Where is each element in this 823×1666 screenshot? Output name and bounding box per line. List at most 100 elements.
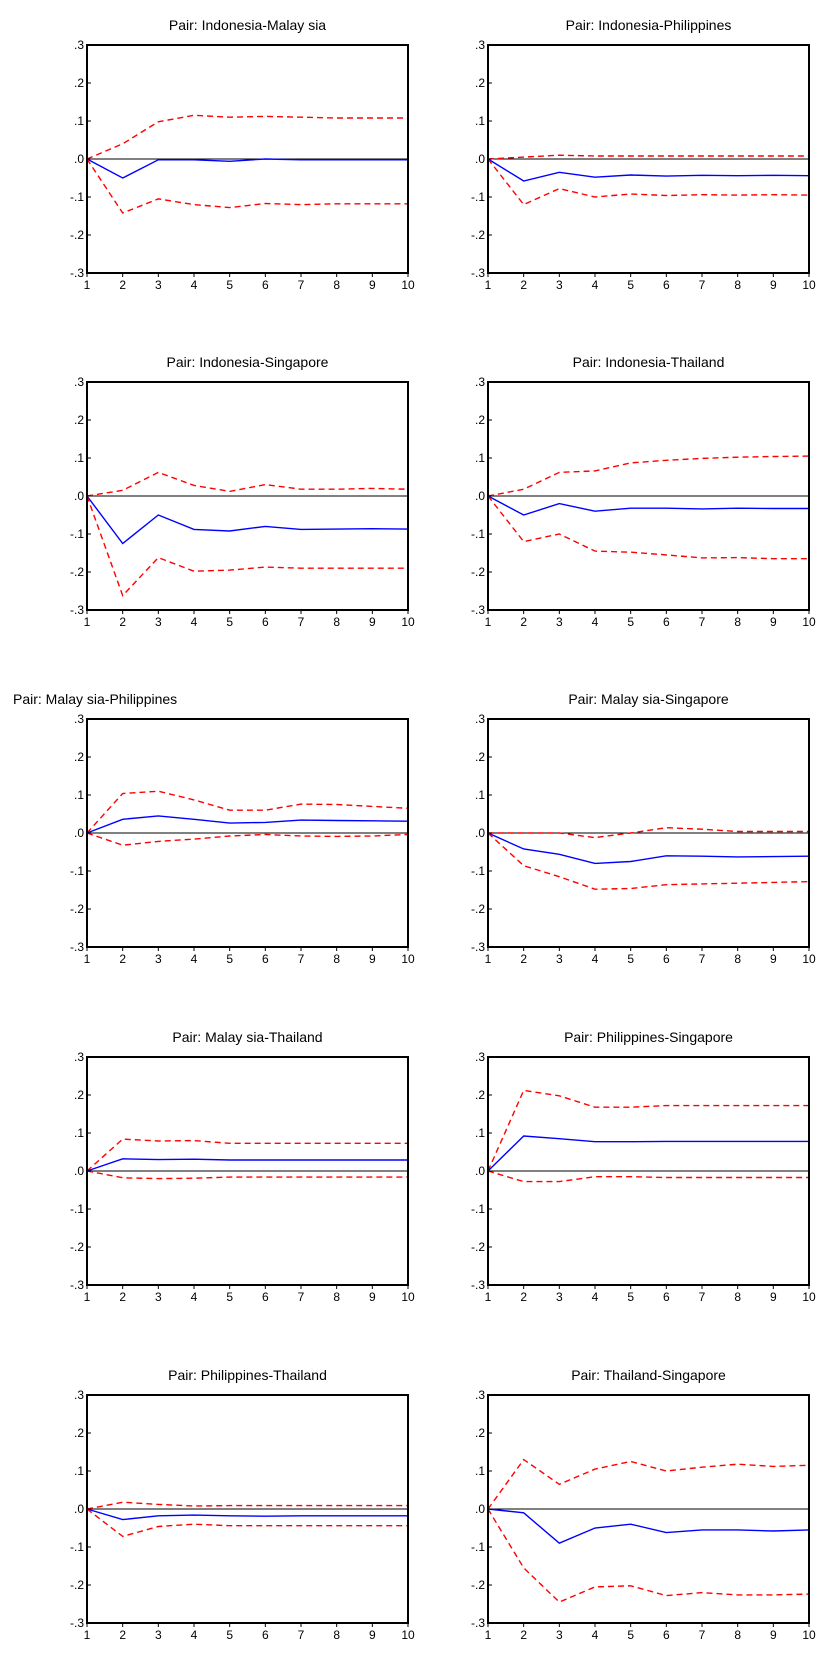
x-tick-label: 10: [401, 278, 415, 292]
y-tick-label: .1: [74, 1464, 84, 1478]
chart-title: Pair: Indonesia-Malay sia: [169, 17, 326, 33]
chart-title: Pair: Malay sia-Thailand: [172, 1029, 322, 1045]
y-tick-label: .3: [475, 1050, 485, 1064]
y-tick-label: .1: [74, 1126, 84, 1140]
x-tick-label: 2: [520, 1628, 527, 1642]
x-tick-label: 1: [84, 1290, 91, 1304]
x-tick-label: 8: [734, 615, 741, 629]
x-tick-label: 2: [119, 952, 126, 966]
x-tick-label: 9: [369, 1628, 376, 1642]
x-tick-label: 10: [401, 1290, 415, 1304]
series-estimate-line: [86, 1158, 408, 1172]
y-tick-label: .3: [74, 1388, 84, 1402]
x-tick-label: 3: [556, 1290, 563, 1304]
x-tick-label: 1: [485, 1290, 492, 1304]
x-tick-label: 8: [333, 1628, 340, 1642]
y-tick-label: .3: [475, 712, 485, 726]
chart-title: Pair: Indonesia-Philippines: [566, 17, 732, 33]
x-tick-label: 1: [485, 952, 492, 966]
x-tick-label: 7: [699, 615, 706, 629]
series-estimate-line: [86, 158, 408, 179]
x-tick-label: 10: [802, 615, 816, 629]
x-tick-label: 1: [84, 278, 91, 292]
x-tick-label: 6: [663, 1628, 670, 1642]
x-tick-label: 5: [226, 278, 233, 292]
y-tick-label: .1: [475, 1464, 485, 1478]
series-upper-line: [487, 1458, 810, 1510]
x-tick-label: 10: [401, 1628, 415, 1642]
y-tick-label: -.2: [471, 228, 485, 242]
y-tick-label: -.1: [70, 190, 84, 204]
y-tick-label: .0: [74, 1502, 84, 1516]
x-tick-label: 1: [485, 278, 492, 292]
x-tick-label: 4: [592, 1628, 599, 1642]
y-tick-label: -.3: [471, 940, 485, 954]
series-upper-line: [487, 154, 809, 160]
x-tick-label: 10: [802, 1290, 816, 1304]
series-lower-line: [487, 495, 809, 560]
y-tick-label: .1: [74, 788, 84, 802]
series-lower-line: [487, 832, 810, 890]
x-tick-label: 5: [627, 1628, 634, 1642]
y-tick-label: -.1: [471, 864, 485, 878]
x-tick-label: 6: [663, 952, 670, 966]
y-tick-label: .1: [74, 451, 84, 465]
x-tick-label: 8: [734, 952, 741, 966]
x-tick-label: 6: [663, 615, 670, 629]
y-tick-label: -.1: [471, 1202, 485, 1216]
y-tick-label: .0: [74, 489, 84, 503]
y-tick-label: .2: [475, 413, 485, 427]
y-tick-label: -.1: [471, 527, 485, 541]
chart-title: Pair: Philippines-Thailand: [168, 1367, 327, 1383]
y-tick-label: -.2: [471, 902, 485, 916]
series-estimate-line: [487, 832, 810, 865]
x-tick-label: 3: [155, 1628, 162, 1642]
x-tick-label: 9: [770, 952, 777, 966]
series-estimate-line: [86, 815, 409, 834]
y-tick-label: .2: [74, 750, 84, 764]
y-tick-label: .1: [74, 114, 84, 128]
x-tick-label: 2: [119, 615, 126, 629]
series-upper-line: [86, 1138, 408, 1172]
y-tick-label: .1: [475, 1126, 485, 1140]
x-tick-label: 1: [84, 615, 91, 629]
series-estimate-line: [86, 495, 409, 545]
series-estimate-line: [487, 1508, 810, 1545]
y-tick-label: -.2: [471, 565, 485, 579]
y-tick-label: .1: [475, 788, 485, 802]
series-lower-line: [487, 158, 810, 206]
y-tick-label: -.2: [70, 565, 84, 579]
y-tick-label: -.1: [70, 1540, 84, 1554]
x-tick-label: 6: [663, 1290, 670, 1304]
x-tick-label: 7: [298, 1628, 305, 1642]
series-estimate-line: [487, 1135, 809, 1172]
x-tick-label: 5: [226, 615, 233, 629]
series-upper-line: [86, 1501, 408, 1510]
chart-title: Pair: Thailand-Singapore: [571, 1367, 726, 1383]
x-tick-label: 9: [770, 278, 777, 292]
y-tick-label: .3: [74, 38, 84, 52]
x-tick-label: 1: [485, 615, 492, 629]
x-tick-label: 7: [699, 1628, 706, 1642]
x-tick-label: 8: [734, 1290, 741, 1304]
y-tick-label: .0: [74, 826, 84, 840]
x-tick-label: 3: [556, 278, 563, 292]
x-tick-label: 6: [663, 278, 670, 292]
chart-title: Pair: Indonesia-Thailand: [573, 354, 725, 370]
x-tick-label: 8: [333, 952, 340, 966]
series-upper-line: [487, 1089, 809, 1172]
x-tick-label: 1: [84, 1628, 91, 1642]
x-tick-label: 4: [191, 615, 198, 629]
x-tick-label: 3: [155, 1290, 162, 1304]
y-tick-label: -.1: [471, 1540, 485, 1554]
y-tick-label: .3: [74, 712, 84, 726]
x-tick-label: 7: [699, 1290, 706, 1304]
y-tick-label: .0: [475, 826, 485, 840]
y-tick-label: .1: [475, 114, 485, 128]
x-tick-label: 3: [556, 1628, 563, 1642]
x-tick-label: 7: [699, 278, 706, 292]
x-tick-label: 10: [401, 615, 415, 629]
series-upper-line: [488, 826, 809, 839]
x-tick-label: 9: [369, 615, 376, 629]
